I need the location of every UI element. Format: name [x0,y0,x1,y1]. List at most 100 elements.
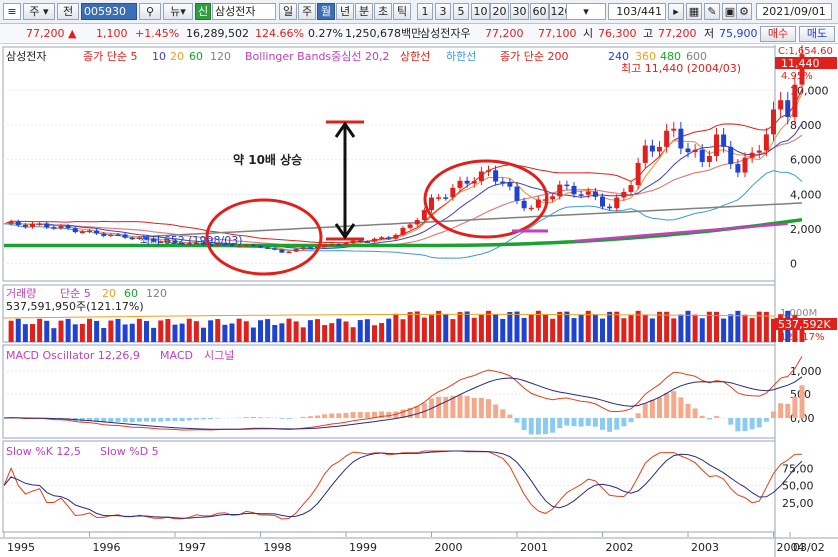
candle-body-73 [521,200,527,209]
volume-bar-90 [642,314,648,342]
current-price: 77,200 [26,27,65,40]
macd-line [3,356,803,431]
macd-osc-bar-75 [535,418,541,435]
volume-bar-66 [471,317,477,342]
ma120-line [4,217,803,248]
volume-bar-47 [336,318,342,342]
candle-body-26 [186,243,192,245]
stoch-tick-label-1: 50,00 [782,480,814,493]
x-axis-label-8: 2003 [691,541,719,554]
volume-bar-51 [364,319,370,342]
candle-body-9 [65,225,71,229]
period-tab-3[interactable]: 년 [336,3,354,20]
candle-body-31 [222,243,228,246]
next-icon[interactable]: ▸ [668,3,684,20]
interval-tab-30[interactable]: 30 [510,3,529,20]
volume-bar-32 [229,323,235,342]
date-field[interactable]: 2021/09/01 [756,3,832,20]
period-tab-1[interactable]: 주 [298,3,316,20]
period-tab-4[interactable]: 분 [355,3,373,20]
price-pct-label: 4.95% [781,71,813,82]
macd-osc-bar-29 [208,418,214,420]
interval-tab-1[interactable]: 1 [417,3,433,20]
gear-icon[interactable]: ⚙ [736,3,752,20]
interval-tab-3[interactable]: 3 [435,3,451,20]
macd-osc-bar-87 [621,418,627,427]
news-button[interactable]: 뉴▾ [163,3,193,20]
volume-bar-69 [493,314,499,342]
annotation-high-text: 최고 11,440 (2004/03) [621,62,741,75]
macd-osc-bar-77 [550,418,556,433]
tool-icon[interactable]: ✎ [704,3,720,20]
period-tab-0[interactable]: 일 [279,3,297,20]
macd-osc-bar-58 [414,406,420,418]
volume-bar-29 [208,320,214,342]
volume-tag-label: 537,592K [778,318,831,331]
volume-tag [775,318,837,330]
macd-osc-bar-61 [436,396,442,418]
macd-osc-bar-90 [642,403,648,418]
volume-bar-103 [735,310,741,342]
candle-body-50 [357,240,363,243]
candle-body-79 [564,184,570,187]
close-price: 75,900 [719,27,758,40]
annotation-low-circle [205,198,323,276]
interval-tab-5[interactable]: 5 [453,3,469,20]
price-tick-label-3: 6,000 [790,154,822,167]
period-tab-6[interactable]: 틱 [393,3,411,20]
volume-bar-102 [728,314,734,342]
volume-bar-99 [706,311,712,342]
credit-badge[interactable]: 신 [195,3,211,20]
x-axis-label-2: 1997 [178,541,206,554]
macd-osc-bar-94 [671,391,677,418]
x-axis-label-7: 2002 [606,541,634,554]
menu-icon[interactable]: ≡ [3,3,21,20]
candle-body-109 [778,100,784,110]
interval-input[interactable]: ▾ [566,3,606,20]
price-legend-9: 240 [608,50,629,63]
search-icon[interactable]: ⚲ [139,3,161,20]
volume-ma-line [2,313,776,319]
volume-legend-4: 120 [146,287,167,300]
volume-bar-8 [58,320,64,342]
interval-tab-60[interactable]: 60 [530,3,549,20]
volume-bar-101 [721,318,727,342]
macd-osc-bar-106 [756,418,762,428]
all-button[interactable]: 전 [57,3,79,20]
candle-body-21 [151,238,157,242]
annotation-arrow-head-up [334,121,356,138]
stock-code-input[interactable]: 005930 [81,3,137,20]
volume-bar-11 [79,323,85,342]
grid-icon[interactable]: ▦ [686,3,702,20]
interval-tab-10[interactable]: 10 [471,3,490,20]
candle-body-66 [471,181,477,184]
volume-bar-36 [258,320,263,342]
candle-body-37 [265,247,271,249]
volume-bar-7 [51,328,57,342]
volume-bar-82 [585,310,591,342]
macd-osc-bar-17 [122,418,128,423]
macd-osc-bar-54 [386,411,392,418]
interval-tab-20[interactable]: 20 [490,3,509,20]
candle-body-35 [250,244,256,247]
annotation-rise-text: 약 10배 상승 [233,152,302,167]
macd-osc-bar-81 [578,418,584,427]
volume-bar-38 [272,324,278,342]
market-type-select[interactable]: 주 ▾ [23,3,55,20]
volume-bar-17 [122,324,128,342]
low-label: 저 [704,27,715,40]
price-change: 1,100 [96,27,128,40]
volume-bar-75 [535,310,541,342]
macd-osc-bar-104 [742,418,748,432]
period-tab-5[interactable]: 초 [374,3,392,20]
candle-body-112 [799,54,805,85]
candle-body-48 [343,242,349,245]
volume-bar-18 [129,323,135,342]
annotation-low-text: 최저 652 (1998/03) [140,234,243,247]
candle-body-107 [763,134,769,151]
buy-button[interactable]: 매수 [760,26,796,42]
sell-button[interactable]: 매도 [799,26,835,42]
period-tab-2[interactable]: 월 [317,3,335,20]
candle-body-62 [443,197,449,199]
